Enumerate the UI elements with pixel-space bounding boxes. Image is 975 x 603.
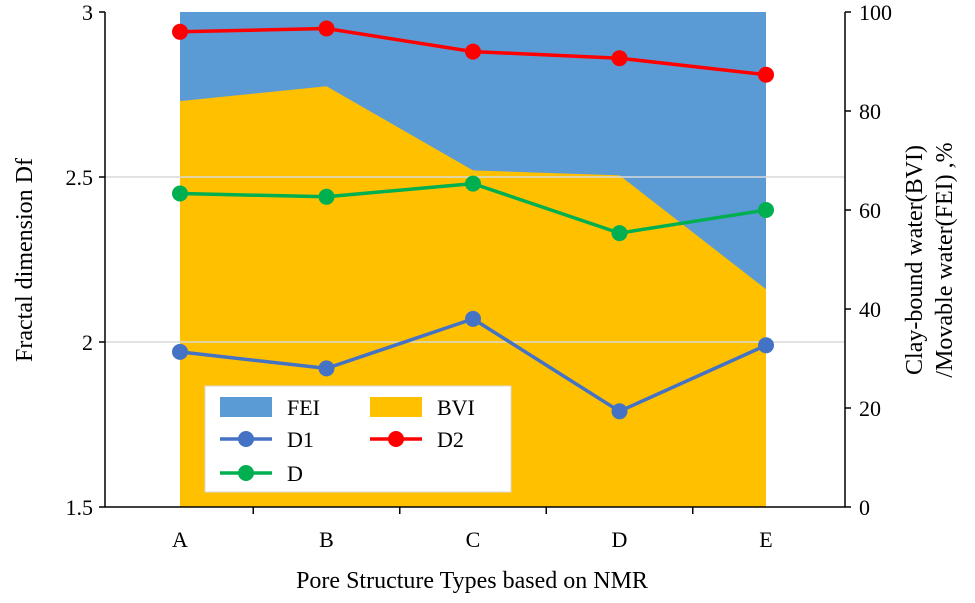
y-tick-label-left: 2.5: [66, 165, 94, 190]
series-point-d: [465, 175, 481, 192]
x-tick-label: A: [172, 527, 188, 552]
series-point-d2: [611, 50, 628, 67]
legend: FEI BVI D1 D2 D: [204, 385, 512, 493]
y-axis-title-right-line1: Clay-bound water(BVI): [902, 145, 928, 375]
y-axis-title-right-line2: /Movable water(FEI) ,%: [932, 142, 958, 377]
y-tick-label-right: 60: [859, 198, 881, 223]
legend-label-bvi: BVI: [437, 395, 475, 420]
legend-label-fei: FEI: [287, 395, 320, 420]
x-tick-label: C: [466, 527, 481, 552]
y-axis-title-left: Fractal dimension Df: [12, 158, 38, 362]
legend-marker-d2: [388, 431, 404, 447]
series-point-d1: [758, 337, 774, 354]
series-point-d2: [318, 20, 335, 37]
legend-swatch-fei: [220, 397, 272, 417]
series-point-d2: [758, 66, 774, 83]
legend-marker-d1: [238, 431, 254, 447]
series-point-d1: [611, 403, 628, 420]
legend-swatch-bvi: [370, 397, 422, 417]
x-tick-label: D: [612, 527, 628, 552]
series-point-d: [318, 188, 335, 205]
legend-label-d2: D2: [437, 427, 464, 452]
y-tick-label-right: 40: [859, 297, 881, 322]
series-point-d: [758, 202, 774, 218]
series-point-d1: [465, 310, 481, 327]
series-point-d2: [465, 43, 481, 60]
series-point-d: [172, 185, 188, 202]
y-tick-label-left: 1.5: [66, 495, 94, 520]
series-point-d1: [172, 343, 188, 360]
x-tick-label: B: [319, 527, 334, 552]
legend-label-d: D: [287, 461, 303, 486]
series-point-d1: [318, 360, 335, 377]
y-tick-label-right: 0: [859, 495, 870, 520]
x-tick-label: E: [759, 527, 772, 552]
y-tick-label-right: 20: [859, 396, 881, 421]
y-tick-label-left: 2: [82, 330, 93, 355]
y-tick-label-left: 3: [82, 0, 93, 25]
series-point-d: [611, 225, 628, 242]
x-axis-title: Pore Structure Types based on NMR: [296, 568, 648, 594]
axes: 1.5 2 2.5 3 0 20 40 60 80 100 A B C D E: [66, 0, 893, 552]
y-tick-label-right: 80: [859, 99, 881, 124]
legend-label-d1: D1: [287, 427, 314, 452]
y-tick-label-right: 100: [859, 0, 892, 25]
line-series-layer: [172, 20, 774, 420]
legend-marker-d: [238, 465, 254, 481]
series-point-d2: [172, 23, 188, 40]
